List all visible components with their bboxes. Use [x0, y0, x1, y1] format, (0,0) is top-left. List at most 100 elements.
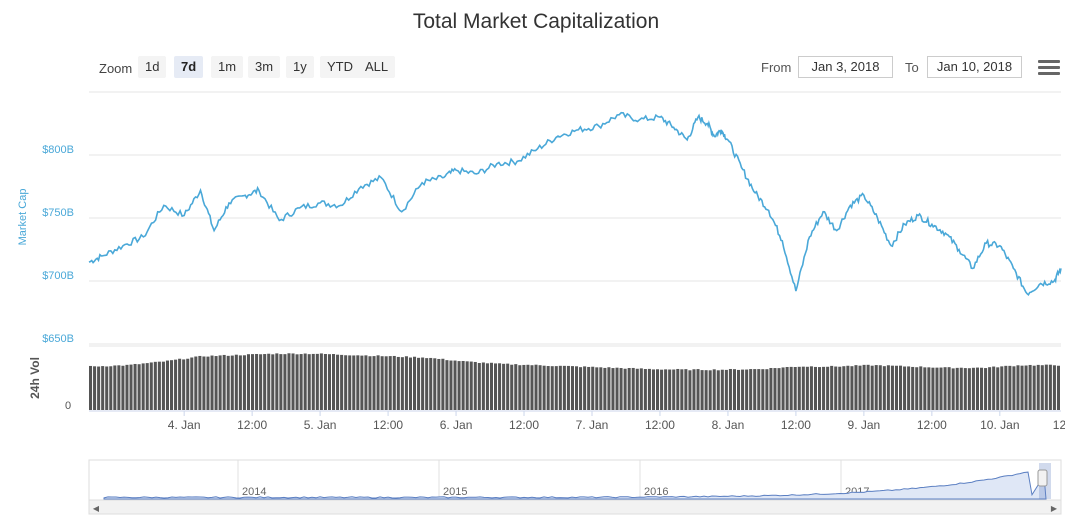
volume-bar [174, 359, 178, 410]
zoom-1m-button[interactable]: 1m [211, 56, 244, 78]
volume-bar [242, 355, 246, 410]
volume-bar [660, 369, 664, 410]
volume-bar [360, 355, 364, 410]
volume-bar [777, 368, 781, 410]
navigator-year-label: 2015 [443, 486, 467, 498]
volume-bar [93, 366, 97, 410]
volume-bar [878, 365, 882, 410]
volume-bar [664, 369, 668, 410]
volume-bar [818, 367, 822, 410]
x-tick-label: 12:00 [237, 418, 267, 432]
volume-bar [396, 356, 400, 410]
x-tick-label: 6. Jan [440, 418, 473, 432]
volume-bar [1052, 365, 1056, 410]
volume-bar [1016, 365, 1020, 410]
volume-bar [672, 369, 676, 410]
volume-bar [494, 363, 498, 410]
volume-bar [299, 354, 303, 410]
volume-bar [627, 368, 631, 410]
volume-bar [591, 366, 595, 410]
volume-bar [988, 367, 992, 410]
volume-bar [344, 355, 348, 410]
volume-bar [587, 366, 591, 410]
zoom-1y-button[interactable]: 1y [286, 56, 314, 78]
volume-bar [206, 356, 210, 410]
navigator-scrollbar [88, 499, 1062, 515]
volume-bar [311, 353, 315, 410]
from-date-input[interactable] [798, 56, 893, 78]
volume-bar [234, 354, 238, 410]
volume-bar [992, 366, 996, 410]
volume-bar [364, 355, 368, 410]
volume-bar [911, 366, 915, 410]
volume-bar [498, 363, 502, 410]
volume-bar [246, 354, 250, 410]
volume-bar [89, 365, 93, 410]
zoom-all-button[interactable]: ALL [358, 56, 396, 78]
volume-bar [639, 368, 643, 410]
volume-bar [688, 370, 692, 410]
volume-bar [327, 354, 331, 410]
volume-bar [1008, 365, 1012, 410]
volume-bar [554, 366, 558, 410]
volume-bar [579, 367, 583, 410]
volume-bar [1020, 365, 1024, 410]
volume-bar [951, 368, 955, 410]
hamburger-menu-icon[interactable] [1038, 60, 1060, 76]
volume-bar [170, 360, 174, 410]
volume-bar [408, 357, 412, 410]
volume-bar [635, 368, 639, 410]
volume-bar [340, 354, 344, 410]
volume-bar [834, 366, 838, 410]
volume-bar [1040, 365, 1044, 410]
volume-bar [943, 367, 947, 410]
x-tick-label: 9. Jan [848, 418, 881, 432]
volume-bar [919, 366, 923, 410]
volume-bar [967, 368, 971, 410]
zoom-3m-button[interactable]: 3m [248, 56, 281, 78]
volume-bar [384, 356, 388, 410]
volume-bar [761, 369, 765, 410]
volume-bar [903, 366, 907, 410]
volume-bar [708, 370, 712, 410]
volume-bar [287, 353, 291, 410]
volume-bar [97, 366, 101, 410]
volume-bar [445, 360, 449, 410]
volume-bar [862, 364, 866, 410]
volume-bar [198, 355, 202, 410]
price-line [88, 111, 1062, 297]
volume-series [89, 345, 1061, 410]
volume-bar [465, 361, 469, 410]
zoom-ytd-button[interactable]: YTD [320, 56, 360, 78]
navigator[interactable]: 2014201520162017◀▶ [88, 459, 1062, 515]
x-tick-label: 7. Jan [576, 418, 609, 432]
volume-bar [899, 365, 903, 410]
volume-bar [1044, 364, 1048, 410]
x-tick-label: 12:00 [373, 418, 403, 432]
volume-axis-label: 24h Vol [28, 357, 42, 399]
volume-bar [647, 368, 651, 410]
volume-bar [575, 366, 579, 410]
volume-bar [271, 354, 275, 410]
volume-bar [259, 354, 263, 410]
volume-bar [186, 358, 190, 410]
volume-bar [797, 366, 801, 410]
volume-bar [623, 368, 627, 410]
volume-bar [996, 367, 1000, 410]
volume-bar [651, 369, 655, 410]
zoom-7d-button[interactable]: 7d [174, 56, 204, 78]
volume-bar [307, 354, 311, 410]
volume-bar [279, 354, 283, 410]
volume-bar [481, 362, 485, 410]
volume-bar [923, 367, 927, 410]
scroll-left-icon: ◀ [93, 504, 100, 513]
volume-bar [874, 365, 878, 410]
to-date-input[interactable] [927, 56, 1022, 78]
volume-bar [656, 369, 660, 410]
y-axis: $650B $700B $750B $800B [42, 144, 74, 345]
volume-bar [421, 357, 425, 410]
volume-bar [566, 365, 570, 410]
zoom-1d-button[interactable]: 1d [138, 56, 167, 78]
volume-bar [607, 367, 611, 410]
